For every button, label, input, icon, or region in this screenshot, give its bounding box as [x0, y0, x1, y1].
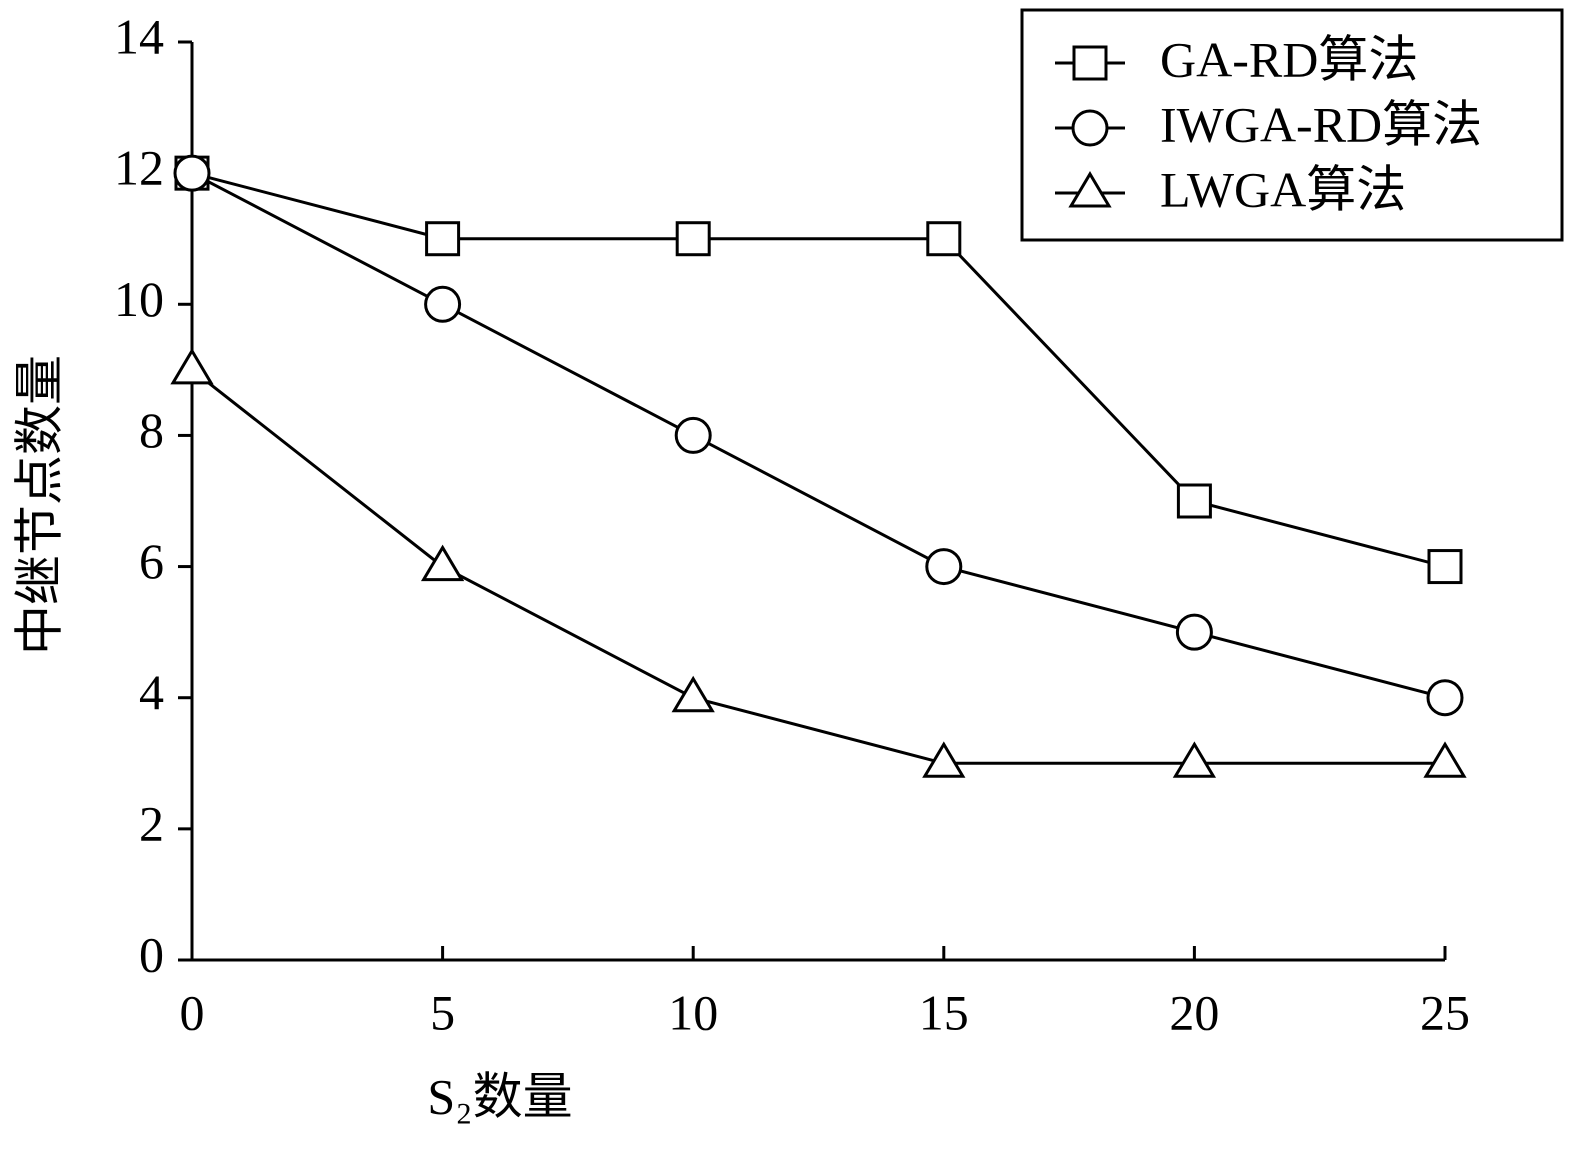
x-tick-label: 20 — [1169, 984, 1219, 1040]
y-tick-label: 2 — [139, 795, 164, 851]
marker — [674, 416, 712, 454]
marker — [1426, 679, 1464, 717]
x-tick-label: 25 — [1420, 984, 1470, 1040]
y-tick-label: 6 — [139, 533, 164, 589]
x-tick-label: 5 — [430, 984, 455, 1040]
marker — [420, 544, 465, 582]
legend-marker — [1068, 171, 1112, 208]
marker — [425, 221, 461, 257]
marker — [1176, 483, 1212, 519]
marker — [671, 675, 715, 713]
x-tick-label: 0 — [180, 984, 205, 1040]
marker — [675, 221, 711, 257]
y-tick-label: 4 — [139, 664, 164, 720]
series-line — [191, 171, 1446, 569]
marker — [925, 548, 963, 586]
x-axis-label: S₂数量 — [427, 1068, 572, 1124]
marker — [1427, 549, 1463, 585]
y-tick-label: 14 — [114, 8, 164, 64]
y-axis-label: 中继节点数量 — [11, 355, 67, 655]
y-tick-label: 8 — [139, 402, 164, 458]
marker — [170, 347, 214, 385]
legend-marker — [1072, 45, 1108, 81]
legend-label: LWGA算法 — [1160, 161, 1406, 217]
x-tick-label: 15 — [919, 984, 969, 1040]
marker — [173, 154, 211, 192]
legend-label: GA-RD算法 — [1160, 31, 1418, 87]
legend-box — [1020, 8, 1564, 242]
marker — [922, 741, 966, 778]
legend-label: IWGA-RD算法 — [1160, 96, 1482, 152]
legend-marker — [1071, 109, 1109, 147]
marker — [1175, 613, 1213, 651]
marker — [1423, 741, 1467, 778]
y-tick-label: 0 — [139, 926, 164, 982]
marker — [926, 221, 962, 257]
y-tick-label: 12 — [114, 140, 164, 196]
series-line — [191, 171, 1446, 700]
x-tick-label: 10 — [668, 984, 718, 1040]
y-tick-label: 10 — [114, 271, 164, 327]
series-line — [191, 368, 1445, 765]
marker — [424, 285, 462, 323]
marker — [1172, 741, 1217, 778]
